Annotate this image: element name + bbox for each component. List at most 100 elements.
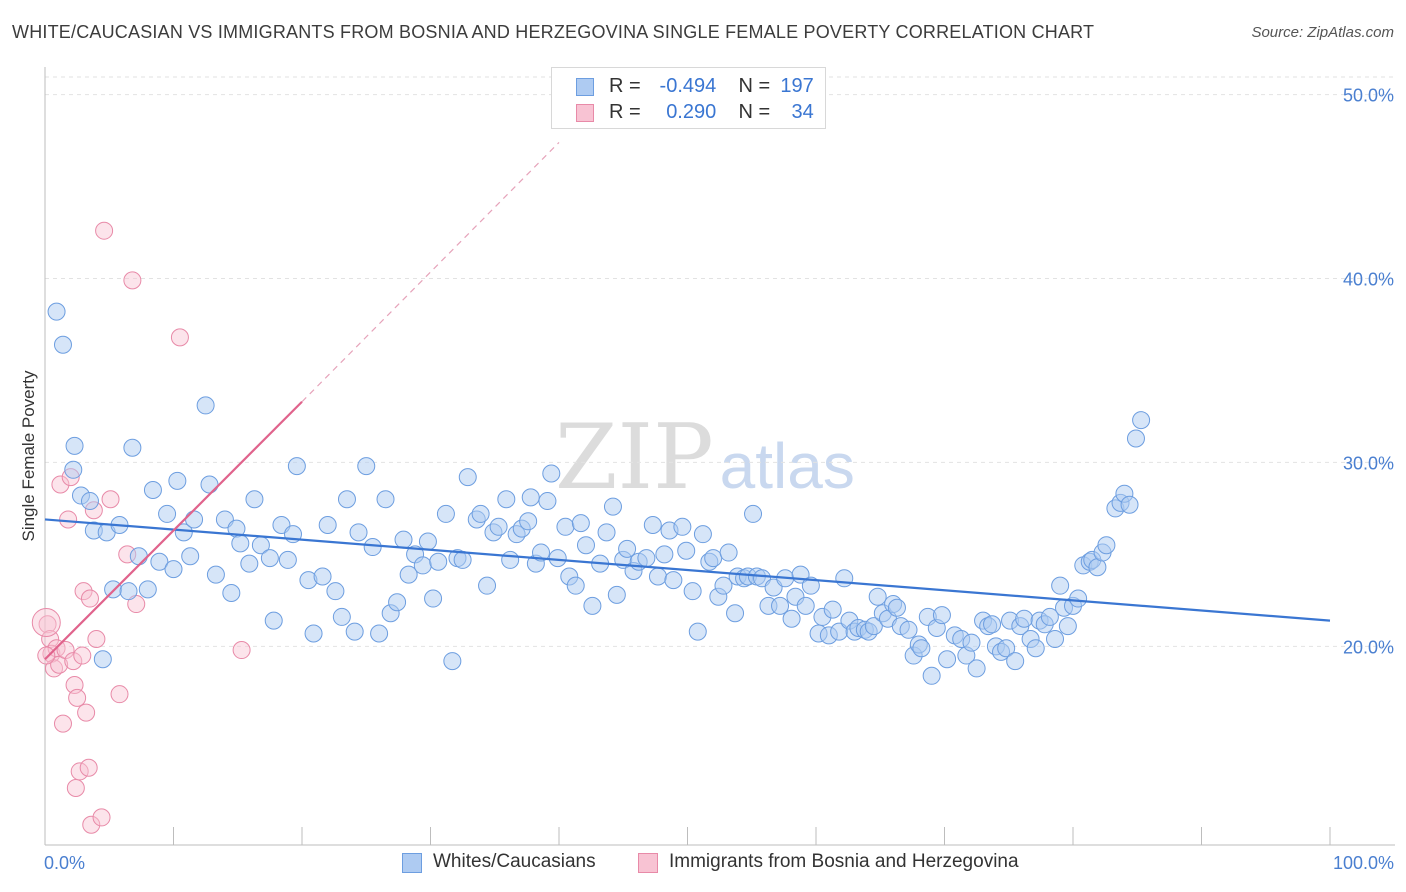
whites-point — [471, 504, 490, 523]
whites-point — [332, 607, 351, 626]
whites-point — [104, 580, 123, 599]
y-tick-label: 50.0% — [1343, 86, 1394, 106]
bosnia-point — [95, 221, 114, 240]
whites-point — [245, 490, 264, 509]
whites-point — [796, 596, 815, 615]
whites-point — [801, 576, 820, 595]
whites-point — [1126, 429, 1145, 448]
whites-point — [80, 492, 99, 511]
bottom-legend-swatch-whites — [402, 853, 422, 873]
whites-point — [429, 552, 448, 571]
whites-point — [200, 475, 219, 494]
whites-point — [123, 438, 142, 457]
bosnia-point — [68, 688, 87, 707]
whites-point — [618, 539, 637, 558]
bosnia-point — [82, 815, 101, 834]
bosnia-point — [38, 615, 57, 634]
whites-point — [583, 596, 602, 615]
whites-point — [119, 582, 138, 601]
whites-point — [264, 611, 283, 630]
chart-title: WHITE/CAUCASIAN VS IMMIGRANTS FROM BOSNI… — [12, 22, 1095, 42]
y-tick-labels: 20.0% 30.0% 40.0% 50.0% — [1343, 86, 1394, 658]
whites-point — [864, 617, 883, 636]
whites-point — [643, 515, 662, 534]
whites-point — [899, 620, 918, 639]
whites-point — [868, 587, 887, 606]
bosnia-point — [51, 475, 70, 494]
whites-point — [597, 523, 616, 542]
trend-lines — [44, 141, 1331, 661]
whites-point — [458, 468, 477, 487]
bosnia-point — [92, 808, 111, 827]
axes — [44, 67, 1395, 846]
whites-point — [278, 550, 297, 569]
whites-point — [922, 666, 941, 685]
whites-point — [47, 302, 66, 321]
legend-n-label: N = — [738, 101, 771, 123]
whites-point — [231, 534, 250, 553]
whites-trend-line — [44, 518, 1331, 622]
legend-r-value: -0.494 — [659, 75, 717, 97]
whites-point — [938, 650, 957, 669]
source-label: Source: ZipAtlas.com — [1251, 24, 1394, 41]
bosnia-point — [101, 490, 120, 509]
whites-point — [664, 571, 683, 590]
whites-point — [519, 512, 538, 531]
whites-point — [548, 549, 567, 568]
whites-point — [240, 554, 259, 573]
whites-point — [532, 543, 551, 562]
whites-point — [683, 582, 702, 601]
bosnia-point — [73, 646, 92, 665]
whites-point — [835, 569, 854, 588]
whites-point — [566, 576, 585, 595]
y-tick-label: 20.0% — [1343, 637, 1394, 657]
whites-point — [206, 565, 225, 584]
bosnia-point — [110, 685, 129, 704]
whites-point — [648, 567, 667, 586]
bosnia-point — [170, 328, 189, 347]
whites-point — [337, 490, 356, 509]
whites-point — [744, 504, 763, 523]
whites-point — [65, 436, 84, 455]
whites-point — [318, 515, 337, 534]
whites-point — [453, 550, 472, 569]
bottom-legend-label-bosnia: Immigrants from Bosnia and Herzegovina — [669, 851, 1019, 872]
whites-point — [222, 584, 241, 603]
legend-n-value: 34 — [791, 101, 814, 123]
whites-point — [983, 615, 1002, 634]
whites-point — [1069, 589, 1088, 608]
whites-point — [376, 490, 395, 509]
whites-point — [1120, 495, 1139, 514]
legend-swatch-bosnia — [576, 104, 594, 122]
legend-r-label: R = — [609, 101, 641, 123]
whites-point — [637, 549, 656, 568]
whites-point — [260, 549, 279, 568]
whites-point — [655, 545, 674, 564]
whites-point — [1058, 617, 1077, 636]
series-whites-points — [47, 302, 1151, 685]
bosnia-point — [87, 630, 106, 649]
whites-point — [394, 530, 413, 549]
whites-point — [497, 490, 516, 509]
bosnia-point — [53, 714, 72, 733]
x-tick-label-max: 100.0% — [1333, 853, 1394, 873]
whites-point — [542, 464, 561, 483]
legend-text-whites: R = -0.494 N = 197 — [609, 75, 814, 98]
whites-point — [719, 543, 738, 562]
bosnia-point — [77, 703, 96, 722]
whites-point — [399, 565, 418, 584]
whites-point — [64, 460, 83, 479]
bosnia-point — [64, 652, 83, 671]
whites-point — [158, 504, 177, 523]
whites-point — [143, 481, 162, 500]
whites-point — [326, 582, 345, 601]
whites-point — [489, 517, 508, 536]
whites-point — [607, 585, 626, 604]
whites-point — [693, 525, 712, 544]
bosnia-point — [31, 607, 61, 637]
whites-point — [1097, 536, 1116, 555]
whites-point — [93, 650, 112, 669]
whites-point — [1040, 607, 1059, 626]
whites-point — [887, 598, 906, 617]
